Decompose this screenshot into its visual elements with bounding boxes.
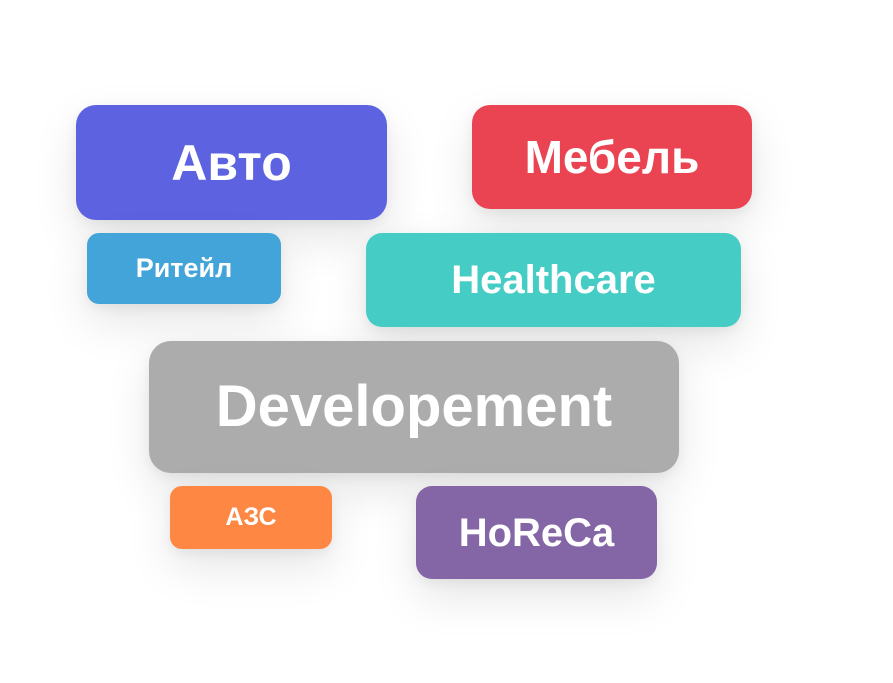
- tag-development[interactable]: Developement: [149, 341, 679, 473]
- tag-riteil[interactable]: Ритейл: [87, 233, 281, 304]
- tag-horeca[interactable]: HoReCa: [416, 486, 657, 579]
- tag-healthcare-label: Healthcare: [451, 258, 656, 302]
- tag-healthcare[interactable]: Healthcare: [366, 233, 741, 327]
- tag-avto-label: Авто: [171, 134, 292, 191]
- tag-horeca-label: HoReCa: [458, 510, 615, 555]
- tag-azs-label: АЗС: [225, 503, 277, 531]
- tag-riteil-label: Ритейл: [135, 253, 233, 283]
- tag-avto[interactable]: Авто: [76, 105, 387, 220]
- tag-azs[interactable]: АЗС: [170, 486, 332, 549]
- tag-mebel-label: Мебель: [524, 131, 700, 183]
- tag-development-label: Developement: [215, 374, 613, 439]
- tag-mebel[interactable]: Мебель: [472, 105, 752, 209]
